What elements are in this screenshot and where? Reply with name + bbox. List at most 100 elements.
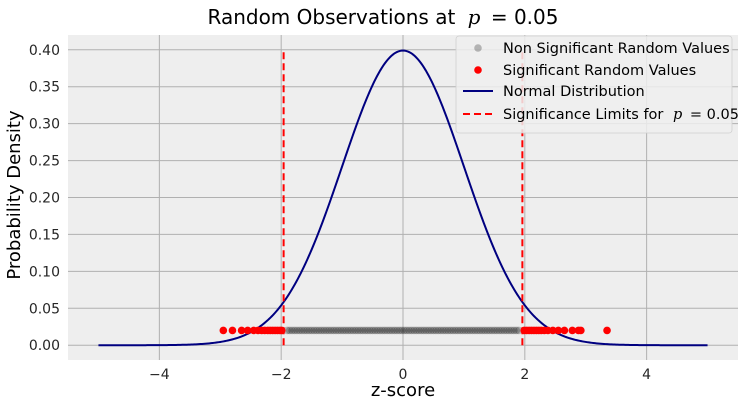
non-significant-point <box>305 326 314 335</box>
non-significant-point <box>463 326 472 335</box>
non-significant-point <box>317 326 326 335</box>
legend-label-significance-limits: Significance Limits for p = 0.05 <box>503 107 739 123</box>
non-significant-point <box>339 326 348 335</box>
significant-point <box>577 326 585 335</box>
non-significant-point <box>383 326 391 335</box>
significant-point <box>219 326 228 335</box>
non-significant-point <box>312 326 321 335</box>
chart-title-prefix: Random Observations at <box>207 5 455 29</box>
non-significant-point <box>434 326 443 335</box>
non-significant-point <box>402 326 411 335</box>
non-significant-points <box>283 326 523 335</box>
significant-point <box>554 326 563 335</box>
x-tick-label: −4 <box>149 367 170 383</box>
x-tick-label: 2 <box>520 367 529 383</box>
non-significant-point <box>478 326 486 335</box>
y-tick-label: 0.40 <box>29 43 60 59</box>
non-significant-point <box>361 326 370 335</box>
chart-title: Random Observations at p = 0.05 <box>207 5 558 29</box>
non-significant-point <box>290 326 299 335</box>
non-significant-point <box>507 326 516 335</box>
non-significant-point <box>288 326 296 335</box>
non-significant-point <box>490 326 499 335</box>
legend-box <box>455 35 733 134</box>
significant-point <box>549 326 557 335</box>
significant-point <box>237 326 246 335</box>
significant-point <box>603 326 611 335</box>
non-significant-point <box>341 326 350 335</box>
non-significant-point <box>380 326 389 335</box>
non-significant-point <box>475 326 484 335</box>
non-significant-point <box>324 326 333 335</box>
legend-limits-p: p <box>673 107 682 123</box>
y-tick-label: 0.05 <box>29 301 60 317</box>
non-significant-point <box>417 326 426 335</box>
legend: Non Significant Random Values Significan… <box>455 35 739 134</box>
non-significant-point <box>422 326 430 335</box>
non-significant-point <box>285 326 294 335</box>
non-significant-point <box>449 326 457 335</box>
legend-limits-prefix: Significance Limits for <box>503 107 663 123</box>
non-significant-point <box>495 326 504 335</box>
non-significant-point <box>405 326 413 335</box>
non-significant-point <box>458 326 467 335</box>
non-significant-point <box>327 326 335 335</box>
non-significant-point <box>439 326 448 335</box>
significant-point <box>277 326 286 335</box>
non-significant-point <box>419 326 428 335</box>
non-significant-point <box>400 326 409 335</box>
non-significant-point <box>502 326 511 335</box>
non-significant-point <box>349 326 357 335</box>
non-significant-point <box>320 326 328 335</box>
x-tick-label: 0 <box>399 367 408 383</box>
significant-point <box>568 326 577 335</box>
non-significant-point <box>510 326 518 335</box>
non-significant-point <box>388 326 396 335</box>
significant-point <box>560 326 569 335</box>
non-significant-point <box>429 326 438 335</box>
legend-label-non-significant: Non Significant Random Values <box>503 41 730 57</box>
non-significant-point <box>493 326 501 335</box>
significant-point <box>243 326 252 335</box>
non-significant-point <box>346 326 355 335</box>
legend-limits-suffix: = 0.05 <box>690 107 739 123</box>
non-significant-point <box>471 326 479 335</box>
non-significant-point <box>351 326 360 335</box>
non-significant-point <box>385 326 394 335</box>
non-significant-point <box>432 326 440 335</box>
non-significant-point <box>483 326 491 335</box>
non-significant-point <box>395 326 404 335</box>
non-significant-point <box>410 326 418 335</box>
non-significant-point <box>283 326 292 335</box>
non-significant-point <box>371 326 379 335</box>
non-significant-point <box>293 326 301 335</box>
non-significant-point <box>514 326 523 335</box>
non-significant-point <box>397 326 406 335</box>
y-tick-label: 0.25 <box>29 154 60 170</box>
non-significant-point <box>468 326 477 335</box>
non-significant-point <box>393 326 401 335</box>
normal-distribution-line <box>98 49 708 347</box>
non-significant-point <box>390 326 399 335</box>
non-significant-point <box>359 326 367 335</box>
non-significant-point <box>488 326 496 335</box>
non-significant-point <box>310 326 318 335</box>
y-tick-label: 0.35 <box>29 80 60 96</box>
x-tick-label: 4 <box>642 367 651 383</box>
non-significant-point <box>315 326 323 335</box>
non-significant-point <box>444 326 452 335</box>
chart-title-p: p <box>468 5 481 29</box>
non-significant-point <box>332 326 340 335</box>
non-significant-point <box>415 326 423 335</box>
non-significant-point <box>497 326 506 335</box>
non-significant-point <box>436 326 445 335</box>
non-significant-point <box>366 326 374 335</box>
non-significant-point <box>480 326 489 335</box>
non-significant-point <box>424 326 433 335</box>
x-ticks: −4 −2 0 2 4 <box>149 367 651 383</box>
x-tick-label: −2 <box>271 367 292 383</box>
non-significant-point <box>329 326 338 335</box>
non-significant-point <box>356 326 365 335</box>
non-significant-point <box>407 326 416 335</box>
